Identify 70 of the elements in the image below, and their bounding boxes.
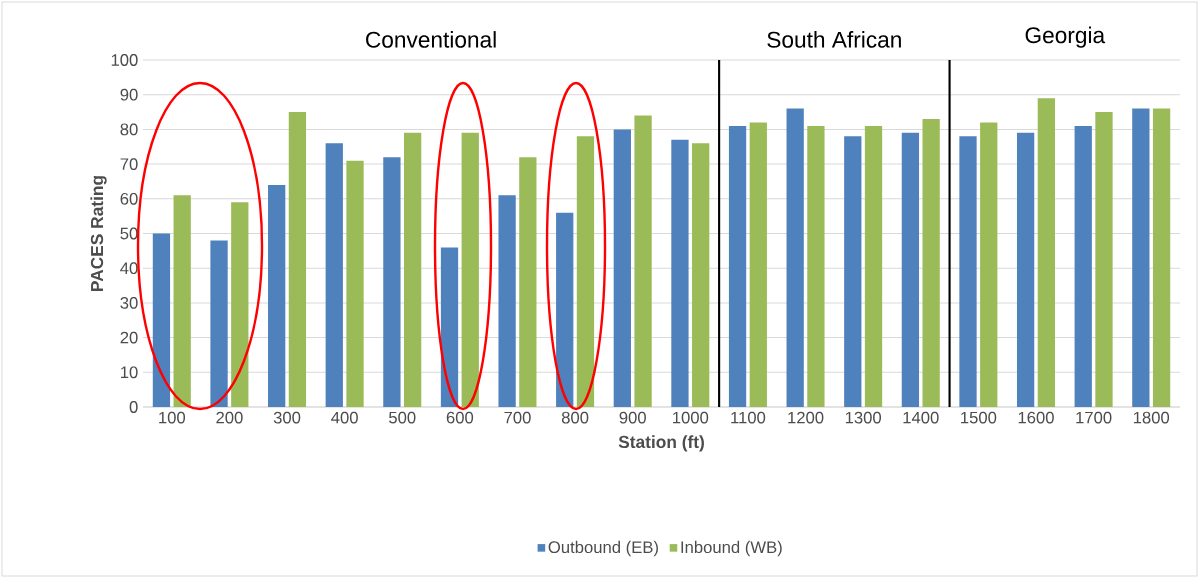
x-tick-label: 900 [619, 411, 646, 424]
bar [959, 136, 977, 407]
x-axis-title: Station (ft) [618, 435, 704, 452]
y-tick-label: 60 [120, 192, 138, 205]
bar [231, 202, 249, 407]
bar [692, 143, 710, 407]
bar [786, 108, 804, 407]
x-tick-label: 800 [561, 411, 589, 424]
bar [1095, 112, 1113, 407]
x-tick-label: 1000 [673, 411, 709, 424]
text: Georgia [1025, 26, 1106, 48]
bar [749, 122, 767, 407]
y-tick-label: 100 [111, 54, 138, 66]
bar [613, 129, 631, 407]
bar [346, 160, 364, 407]
bar [210, 240, 228, 407]
y-tick-label: 20 [120, 331, 138, 344]
x-tick-label: 1500 [961, 411, 997, 424]
bar [519, 157, 537, 407]
bar [1037, 98, 1055, 407]
x-tick-label: 1100 [731, 411, 766, 424]
text: Conventional [366, 31, 496, 48]
bar [980, 122, 998, 407]
bar [864, 125, 883, 407]
x-tick-label: 700 [504, 411, 531, 424]
x-tick-label: 1700 [1076, 411, 1112, 424]
y-tick-label: 10 [121, 366, 138, 379]
x-tick-label: 1600 [1018, 411, 1054, 424]
bar [325, 143, 343, 407]
y-tick-label: 30 [120, 297, 138, 309]
x-tick-label: 1400 [903, 411, 939, 424]
bar [383, 157, 401, 407]
bar [498, 195, 516, 407]
bar [556, 212, 574, 407]
bar [671, 139, 689, 407]
x-tick-label: 600 [446, 411, 474, 424]
x-tick-label: 300 [273, 411, 301, 424]
x-tick-label: 400 [331, 411, 358, 424]
x-tick-label: 1300 [845, 411, 882, 424]
x-tick-label: 500 [389, 411, 416, 424]
bar [440, 247, 459, 407]
bar [844, 136, 862, 407]
text: South African [767, 31, 901, 48]
bar [1152, 108, 1171, 407]
bar [152, 233, 171, 407]
bar [1132, 108, 1150, 407]
y-axis-title: PACES Rating [90, 176, 107, 291]
bar [807, 125, 825, 407]
bar [576, 136, 595, 407]
x-tick-label: 1200 [788, 411, 824, 424]
y-tick-label: 80 [120, 123, 138, 136]
bar [634, 115, 652, 407]
bar [268, 184, 286, 407]
y-tick-label: 0 [129, 401, 138, 413]
y-tick-label: 90 [120, 88, 138, 101]
bar [461, 132, 479, 407]
legend-label: Outbound (EB) [548, 540, 658, 557]
bar [1074, 125, 1092, 407]
x-tick-label: 100 [159, 411, 186, 424]
bar [1016, 132, 1035, 407]
bar [901, 132, 920, 407]
x-tick-label: 200 [216, 411, 243, 424]
y-tick-label: 70 [120, 158, 138, 170]
bar [288, 112, 307, 407]
bar [922, 118, 940, 407]
bar [728, 125, 747, 407]
legend-label: Inbound (WB) [681, 540, 782, 557]
bar [403, 132, 422, 407]
x-tick-label: 1800 [1133, 411, 1170, 424]
bar [173, 195, 191, 407]
